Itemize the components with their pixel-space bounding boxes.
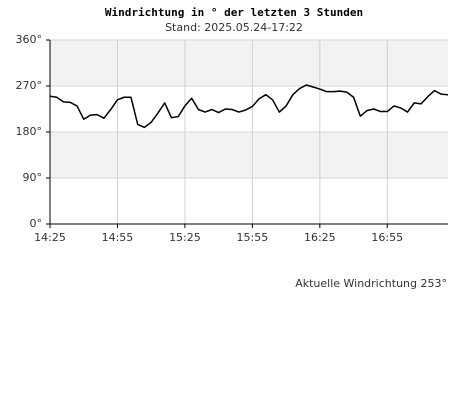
data-line bbox=[49, 84, 449, 129]
band bbox=[50, 40, 448, 86]
x-tick-label: 14:25 bbox=[34, 231, 66, 244]
x-tick-label: 15:25 bbox=[169, 231, 201, 244]
y-tick-label: 90° bbox=[23, 171, 43, 184]
x-tick-label: 16:25 bbox=[304, 231, 336, 244]
y-tick-label: 270° bbox=[16, 79, 43, 92]
y-tick-label: 0° bbox=[30, 217, 43, 230]
y-tick-label: 180° bbox=[16, 125, 43, 138]
annotation: Aktuelle Windrichtung 253° bbox=[295, 277, 447, 290]
chart-subtitle: Stand: 2025.05.24-17:22 bbox=[165, 21, 303, 34]
chart-title: Windrichtung in ° der letzten 3 Stunden bbox=[105, 6, 363, 19]
x-tick-label: 16:55 bbox=[371, 231, 403, 244]
x-tick-label: 14:55 bbox=[102, 231, 134, 244]
y-tick-label: 360° bbox=[16, 33, 43, 46]
x-tick-label: 15:55 bbox=[237, 231, 269, 244]
band bbox=[50, 132, 448, 178]
